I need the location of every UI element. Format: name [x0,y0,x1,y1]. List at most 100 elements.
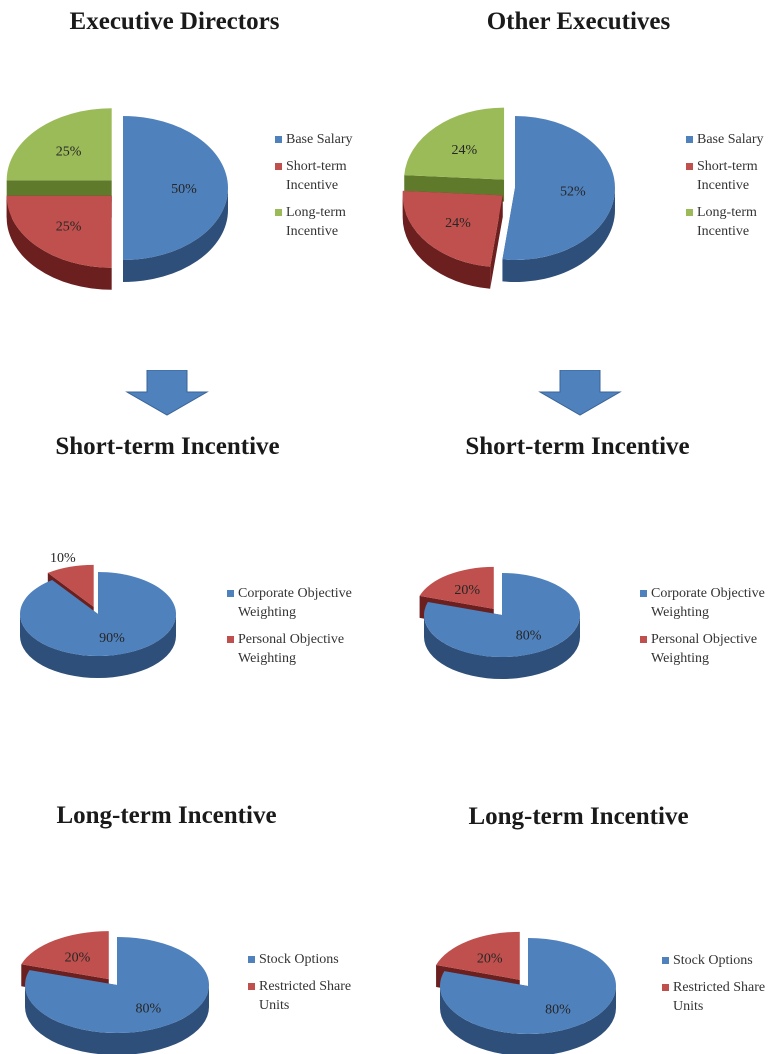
legend-item-personal-objective-weighting: Personal Objective Weighting [227,630,373,668]
title-short-term-incentive-left: Short-term Incentive [55,433,280,460]
legend-swatch [640,590,647,597]
title-short-term-incentive-right: Short-term Incentive [465,433,690,460]
legend-item-long-term-incentive: Long-term Incentive [275,203,421,241]
pct-label-corporate-objective-weighting: 90% [99,631,125,646]
pct-label-short-term-incentive: 25% [56,219,82,234]
title-long-term-incentive-right: Long-term Incentive [468,803,689,830]
legend-sti-others: Corporate Objective Weighting Personal Obj… [640,584,771,676]
legend-item-personal-objective-weighting: Personal Objective Weighting [640,630,771,668]
down-arrow-shape [538,370,622,416]
slice-side [440,986,616,1054]
slice-top [402,190,503,267]
legend-swatch [275,209,282,216]
pie-slice-short-term-incentive [402,190,503,289]
legend-lti-directors: Stock Options Restricted Share Units [248,950,394,1023]
pct-label-stock-options: 80% [136,1002,162,1017]
legend-label: Units [259,998,290,1013]
legend-item-long-term-incentive: Long-term Incentive [686,203,771,241]
slice-side [424,615,580,679]
legend-swatch [662,957,669,964]
legend-lti-others: Stock Options Restricted Share Units [662,951,771,1024]
slice-top [6,195,112,268]
down-arrow-icon [538,370,622,416]
slice-side [6,195,112,290]
pct-label-base-salary: 50% [171,182,197,197]
legend-label: Stock Options [259,952,339,967]
legend-label: Restricted Share [673,980,766,995]
pie-slice-corporate-objective-weighting [19,572,176,678]
legend-sti-directors: Corporate Objective Weighting Personal Obj… [227,584,373,676]
pct-label-restricted-share-units: 20% [65,951,91,966]
title-other-executives: Other Executives [486,8,671,35]
legend-swatch [227,636,234,643]
legend-item-restricted-share-units: Restricted Share Units [248,977,394,1015]
legend-label: Short-term [697,159,758,174]
title-long-term-incentive-left: Long-term Incentive [56,802,277,829]
slice-top [440,938,617,1034]
legend-label: Incentive [286,224,339,239]
legend-label: Short-term [286,159,347,174]
pie-slice-base-salary [502,116,616,282]
legend-swatch [275,136,282,143]
slice-side [20,614,176,678]
legend-swatch [686,209,693,216]
slice-top [123,116,228,260]
slice-top [19,572,176,657]
legend-label: Personal Objective [238,632,345,647]
legend-label: Corporate Objective [651,586,765,601]
legend-label: Base Salary [286,132,353,147]
slice-top [404,107,505,180]
legend-swatch [248,983,255,990]
slice-top [47,564,94,607]
legend-label: Restricted Share [259,979,352,994]
pct-label-personal-objective-weighting: 10% [50,551,76,566]
legend-label: Weighting [651,605,709,620]
legend-label: Weighting [238,605,296,620]
legend-swatch [275,163,282,170]
legend-item-corporate-objective-weighting: Corporate Objective Weighting [640,584,771,622]
legend-label: Weighting [238,651,296,666]
pct-label-personal-objective-weighting: 20% [454,583,480,598]
slice-top [502,116,616,260]
slice-side [123,188,228,282]
legend-item-short-term-incentive: Short-term Incentive [275,157,421,195]
legend-item-short-term-incentive: Short-term Incentive [686,157,771,195]
legend-label: Weighting [651,651,709,666]
slice-top [24,937,210,1034]
pie-slice-stock-options [440,938,617,1054]
pct-label-restricted-share-units: 20% [477,951,503,966]
pct-label-stock-options: 80% [545,1003,571,1018]
slice-side [25,985,209,1054]
legend-label: Corporate Objective [238,586,352,601]
slice-side [502,188,615,282]
legend-label: Incentive [286,178,339,193]
legend-label: Incentive [697,224,750,239]
legend-executive-directors: Base Salary Short-term Incentive Long-term I… [275,130,421,249]
legend-swatch [686,136,693,143]
down-arrow-icon [125,370,209,416]
pie-slice-short-term-incentive [6,195,112,290]
slice-top [424,573,580,658]
legend-item-restricted-share-units: Restricted Share Units [662,978,771,1016]
pct-label-long-term-incentive: 24% [452,143,478,158]
legend-label: Units [673,999,704,1014]
legend-swatch [662,984,669,991]
legend-swatch [640,636,647,643]
legend-item-base-salary: Base Salary [275,130,421,149]
legend-swatch [227,590,234,597]
legend-label: Personal Objective [651,632,758,647]
legend-item-stock-options: Stock Options [248,950,394,969]
slice-top [6,108,112,181]
legend-label: Incentive [697,178,750,193]
pct-label-long-term-incentive: 25% [56,145,82,160]
legend-label: Stock Options [673,953,753,968]
pct-label-base-salary: 52% [560,185,586,200]
title-executive-directors: Executive Directors [69,8,280,35]
slice-side [402,195,491,289]
legend-label: Base Salary [697,132,764,147]
